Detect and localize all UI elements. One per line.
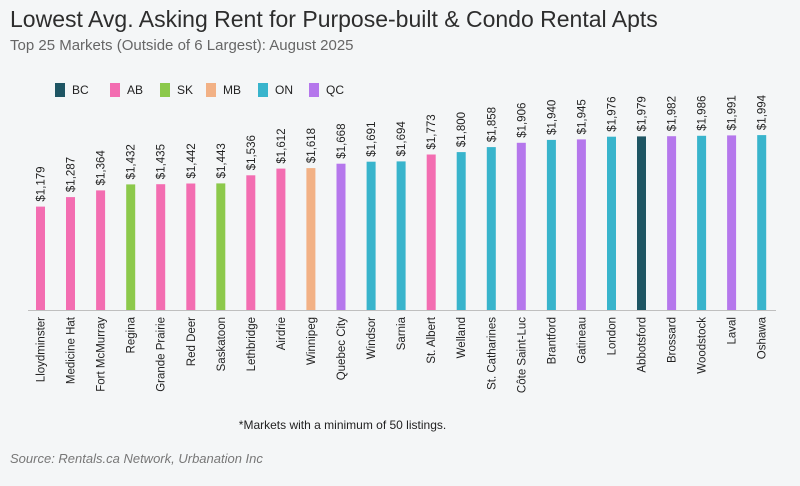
data-label-st-albert: $1,773 <box>426 114 438 149</box>
category-label-gatineau: Gatineau <box>576 317 588 364</box>
category-label-st-catharines: St. Catharines <box>486 317 498 390</box>
data-label-c-te-saint-luc: $1,906 <box>516 103 528 138</box>
legend-label-bc: BC <box>72 83 89 97</box>
category-label-winnipeg: Winnipeg <box>306 317 318 365</box>
category-label-medicine-hat: Medicine Hat <box>66 316 78 384</box>
data-label-gatineau: $1,945 <box>576 99 588 134</box>
bar-windsor <box>366 161 376 310</box>
category-label-c-te-saint-luc: Côte Saint-Luc <box>516 317 528 393</box>
category-label-airdrie: Airdrie <box>276 317 288 350</box>
bar-regina <box>126 184 136 310</box>
category-label-abbotsford: Abbotsford <box>637 317 649 373</box>
data-label-woodstock: $1,986 <box>697 96 709 131</box>
category-label-brantford: Brantford <box>546 317 558 364</box>
category-label-windsor: Windsor <box>366 317 378 359</box>
data-label-oshawa: $1,994 <box>757 94 769 130</box>
category-label-sarnia: Sarnia <box>396 316 408 350</box>
legend-item-sk: SK <box>160 82 193 98</box>
data-label-abbotsford: $1,979 <box>637 96 649 131</box>
category-label-saskatoon: Saskatoon <box>216 317 228 371</box>
bar-sarnia <box>396 161 406 310</box>
bar-lloydminster <box>36 206 45 310</box>
data-label-grande-prairie: $1,435 <box>156 144 168 179</box>
legend-label-ab: AB <box>127 83 144 97</box>
legend-label-qc: QC <box>326 83 344 97</box>
bar-winnipeg <box>306 168 316 310</box>
data-label-medicine-hat: $1,287 <box>66 157 78 192</box>
legend-item-qc: QC <box>309 82 344 98</box>
bar-medicine-hat <box>66 197 75 310</box>
data-label-lethbridge: $1,536 <box>246 135 258 170</box>
data-label-regina: $1,432 <box>126 144 138 179</box>
data-label-saskatoon: $1,443 <box>216 143 228 178</box>
bar-st-catharines <box>486 147 496 310</box>
legend-swatch-mb <box>206 83 216 97</box>
data-label-london: $1,976 <box>607 97 619 132</box>
data-label-winnipeg: $1,618 <box>306 128 318 163</box>
legend-swatch-bc <box>55 83 65 97</box>
category-label-grande-prairie: Grande Prairie <box>156 317 168 392</box>
bar-quebec-city <box>336 163 346 310</box>
category-label-woodstock: Woodstock <box>697 317 709 374</box>
category-label-welland: Welland <box>456 317 468 358</box>
legend-label-on: ON <box>275 83 293 97</box>
data-label-brantford: $1,940 <box>546 100 558 135</box>
category-label-st-albert: St. Albert <box>426 316 438 363</box>
data-label-laval: $1,991 <box>727 95 739 130</box>
bar-airdrie <box>276 168 286 310</box>
bar-fort-mcmurray <box>96 190 106 310</box>
category-label-red-deer: Red Deer <box>186 317 198 366</box>
data-label-fort-mcmurray: $1,364 <box>96 150 108 186</box>
chart-title: Lowest Avg. Asking Rent for Purpose-buil… <box>10 6 658 32</box>
data-label-quebec-city: $1,668 <box>336 124 348 159</box>
category-label-lloydminster: Lloydminster <box>36 317 48 382</box>
category-label-regina: Regina <box>126 316 138 353</box>
category-label-london: London <box>607 317 619 355</box>
legend-swatch-qc <box>309 83 319 97</box>
bar-woodstock <box>697 135 707 310</box>
category-label-quebec-city: Quebec City <box>336 317 348 381</box>
legend-item-ab: AB <box>110 82 143 98</box>
legend-item-mb: MB <box>206 82 241 98</box>
category-label-lethbridge: Lethbridge <box>246 317 258 371</box>
category-label-laval: Laval <box>727 317 739 345</box>
footnote: *Markets with a minimum of 50 listings. <box>238 418 447 432</box>
bar-london <box>607 136 616 310</box>
legend-item-on: ON <box>258 82 293 98</box>
category-label-brossard: Brossard <box>667 317 679 363</box>
legend-label-sk: SK <box>177 83 194 97</box>
data-label-airdrie: $1,612 <box>276 128 288 163</box>
bar-saskatoon <box>216 183 226 310</box>
chart-subtitle: Top 25 Markets (Outside of 6 Largest): A… <box>10 37 354 54</box>
legend-swatch-sk <box>160 83 170 97</box>
data-label-st-catharines: $1,858 <box>486 107 498 142</box>
data-label-sarnia: $1,694 <box>396 121 408 157</box>
data-label-brossard: $1,982 <box>667 96 679 131</box>
data-label-red-deer: $1,442 <box>186 143 198 178</box>
legend-swatch-on <box>258 83 268 97</box>
data-label-windsor: $1,691 <box>366 122 378 157</box>
bar-oshawa <box>757 135 767 310</box>
bar-welland <box>456 152 466 310</box>
bar-lethbridge <box>246 175 256 310</box>
category-label-oshawa: Oshawa <box>757 316 769 359</box>
bar-c-te-saint-luc <box>516 142 526 310</box>
bar-grande-prairie <box>156 184 166 310</box>
bar-abbotsford <box>637 136 646 310</box>
bar-brossard <box>667 136 677 310</box>
legend-swatch-ab <box>110 83 120 97</box>
source-credit: Source: Rentals.ca Network, Urbanation I… <box>10 451 263 466</box>
bar-gatineau <box>576 139 586 310</box>
data-label-lloydminster: $1,179 <box>36 166 48 201</box>
data-label-welland: $1,800 <box>456 112 468 147</box>
bar-laval <box>727 135 737 310</box>
legend-label-mb: MB <box>223 83 241 97</box>
bar-st-albert <box>426 154 436 310</box>
legend-item-bc: BC <box>55 82 89 98</box>
bar-brantford <box>546 139 556 310</box>
bar-red-deer <box>186 183 196 310</box>
category-label-fort-mcmurray: Fort McMurray <box>96 317 108 392</box>
